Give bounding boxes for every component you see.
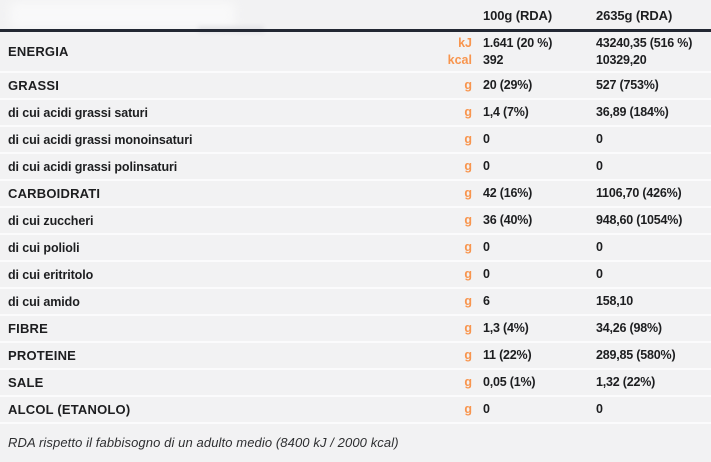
row-values: g 42 (16%) 1106,70 (426%) (432, 185, 711, 202)
value-per-100g: 0 (483, 402, 490, 416)
unit-label: g (464, 267, 472, 281)
unit-label: kcal (447, 52, 472, 67)
value-per-100g: 0 (483, 132, 490, 146)
row-label: di cui acidi grassi monoinsaturi (8, 132, 193, 147)
unit-label: g (464, 348, 472, 362)
value-per-100g: 392 (483, 52, 504, 67)
rda-footnote: RDA rispetto il fabbisogno di un adulto … (8, 435, 399, 450)
row-values: g 1,3 (4%) 34,26 (98%) (432, 320, 711, 337)
table-row: CARBOIDRATI g 42 (16%) 1106,70 (426%) (0, 181, 711, 208)
value-per-2635g: 0 (596, 267, 603, 281)
value-per-2635g: 0 (596, 132, 603, 146)
value-per-2635g: 43240,35 (516 %) (596, 35, 693, 50)
value-per-100g: 0 (483, 159, 490, 173)
row-label: di cui acidi grassi saturi (8, 105, 148, 120)
value-per-2635g: 10329,20 (596, 52, 647, 67)
value-per-100g: 0 (483, 240, 490, 254)
table-row: di cui zuccheri g 36 (40%) 948,60 (1054%) (0, 208, 711, 235)
row-label: ALCOL (ETANOLO) (8, 402, 131, 417)
unit-label: kJ (458, 35, 472, 50)
value-per-2635g: 1,32 (22%) (596, 375, 656, 389)
value-per-100g: 36 (40%) (483, 213, 533, 227)
row-label: di cui amido (8, 294, 80, 309)
value-per-2635g: 0 (596, 240, 603, 254)
value-per-2635g: 948,60 (1054%) (596, 213, 683, 227)
unit-label: g (464, 186, 472, 200)
value-per-2635g: 527 (753%) (596, 78, 659, 92)
table-row: ENERGIA kJ 1.641 (20 %) 43240,35 (516 %) kc… (0, 32, 711, 73)
unit-label: g (464, 402, 472, 416)
value-per-100g: 1,4 (7%) (483, 105, 529, 119)
row-label: ENERGIA (8, 44, 69, 59)
row-values: g 11 (22%) 289,85 (580%) (432, 347, 711, 364)
table-row: SALE g 0,05 (1%) 1,32 (22%) (0, 370, 711, 397)
column-header-100g: 100g (RDA) (483, 8, 553, 23)
value-per-2635g: 1106,70 (426%) (596, 186, 682, 200)
table-row: PROTEINE g 11 (22%) 289,85 (580%) (0, 343, 711, 370)
column-header-2635g: 2635g (RDA) (596, 8, 673, 23)
row-label: di cui acidi grassi polinsaturi (8, 159, 178, 174)
unit-label: g (464, 159, 472, 173)
row-label: CARBOIDRATI (8, 186, 101, 201)
value-per-100g: 0,05 (1%) (483, 375, 536, 389)
value-per-100g: 20 (29%) (483, 78, 533, 92)
unit-label: g (464, 294, 472, 308)
unit-label: g (464, 375, 472, 389)
table-row: di cui acidi grassi saturi g 1,4 (7%) 36,8… (0, 100, 711, 127)
unit-label: g (464, 321, 472, 335)
row-label: di cui polioli (8, 240, 80, 255)
table-row: FIBRE g 1,3 (4%) 34,26 (98%) (0, 316, 711, 343)
row-label: FIBRE (8, 321, 48, 336)
erased-watermark (10, 2, 235, 28)
table-row: di cui amido g 6 158,10 (0, 289, 711, 316)
row-label: PROTEINE (8, 348, 77, 363)
value-per-2635g: 289,85 (580%) (596, 348, 676, 362)
unit-label: g (464, 240, 472, 254)
row-values: g 36 (40%) 948,60 (1054%) (432, 212, 711, 229)
value-per-2635g: 0 (596, 402, 603, 416)
value-per-100g: 6 (483, 294, 490, 308)
row-values: g 20 (29%) 527 (753%) (432, 77, 711, 94)
value-per-2635g: 0 (596, 159, 603, 173)
unit-label: g (464, 105, 472, 119)
row-label: GRASSI (8, 78, 60, 93)
value-per-2635g: 158,10 (596, 294, 634, 308)
table-body: ENERGIA kJ 1.641 (20 %) 43240,35 (516 %) kc… (0, 32, 711, 424)
unit-label: g (464, 78, 472, 92)
value-per-100g: 11 (22%) (483, 348, 532, 362)
row-values: kJ 1.641 (20 %) 43240,35 (516 %) kcal 392 103… (432, 35, 711, 69)
row-values: g 6 158,10 (432, 293, 711, 310)
table-row: GRASSI g 20 (29%) 527 (753%) (0, 73, 711, 100)
value-per-100g: 1,3 (4%) (483, 321, 529, 335)
table-header: 100g (RDA) 2635g (RDA) (0, 0, 711, 32)
row-label: di cui zuccheri (8, 213, 94, 228)
row-values: g 1,4 (7%) 36,89 (184%) (432, 104, 711, 121)
value-per-2635g: 34,26 (98%) (596, 321, 662, 335)
value-per-2635g: 36,89 (184%) (596, 105, 669, 119)
value-per-100g: 1.641 (20 %) (483, 35, 553, 50)
row-label: SALE (8, 375, 44, 390)
value-per-100g: 42 (16%) (483, 186, 533, 200)
unit-label: g (464, 213, 472, 227)
unit-label: g (464, 132, 472, 146)
value-per-100g: 0 (483, 267, 490, 281)
row-label: di cui eritritolo (8, 267, 94, 282)
row-values: g 0,05 (1%) 1,32 (22%) (432, 374, 711, 391)
